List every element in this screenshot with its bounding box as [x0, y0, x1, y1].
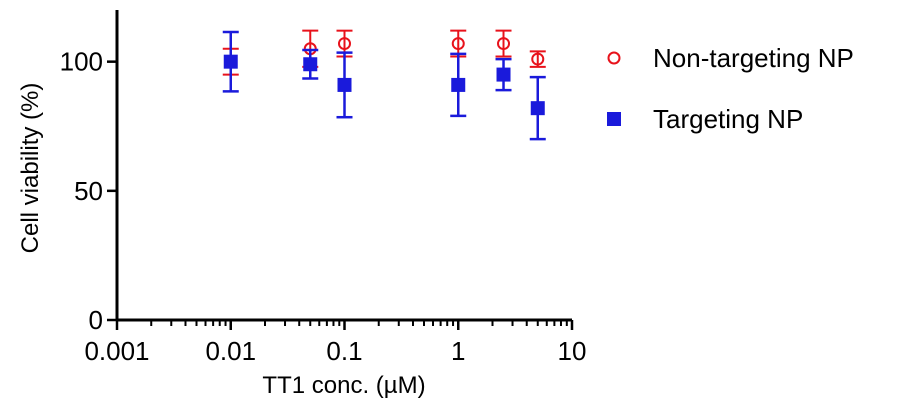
series-targeting [222, 30, 546, 141]
y-tick-label: 50 [74, 176, 103, 206]
x-tick-label: 0.1 [326, 336, 362, 366]
data-point [338, 37, 351, 51]
y-tick-label: 100 [60, 47, 103, 77]
data-point [337, 77, 352, 92]
data-point [497, 37, 511, 51]
y-axis-title: Cell viability (%) [17, 83, 44, 254]
data-point [451, 37, 465, 51]
x-tick-label: 1 [451, 336, 465, 366]
y-tick-label: 0 [89, 305, 103, 335]
x-tick-label: 0.001 [84, 336, 149, 366]
legend: Non-targeting NP Targeting NP [607, 43, 854, 134]
x-tick-label: 10 [558, 336, 587, 366]
data-point [303, 57, 318, 72]
data-point [531, 52, 545, 66]
x-axis-title: TT1 conc. (µM) [262, 372, 425, 399]
data-point [451, 77, 466, 92]
data-point [496, 67, 511, 82]
x-tick-label: 0.01 [205, 336, 256, 366]
legend-label: Targeting NP [653, 104, 803, 134]
data-point [530, 101, 545, 116]
data-point [223, 54, 238, 69]
series-layer [222, 29, 546, 141]
legend-marker [607, 112, 621, 126]
legend-marker [607, 51, 621, 65]
legend-label: Non-targeting NP [653, 43, 854, 73]
